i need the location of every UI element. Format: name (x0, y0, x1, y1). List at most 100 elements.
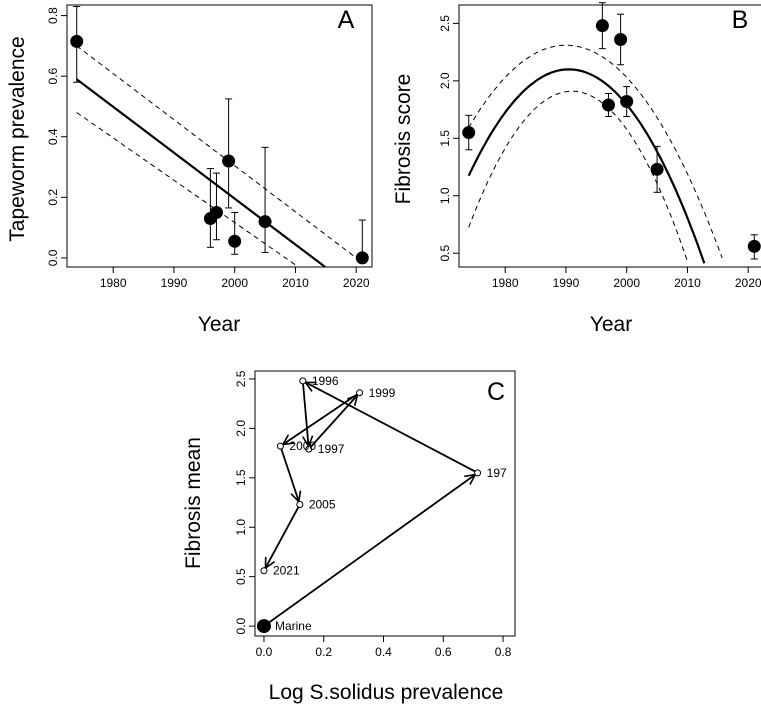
panel-b-x-tick-label: 2020 (735, 276, 761, 290)
panel-a-lines (76, 45, 363, 268)
panel-b: B 1980 1990 2000 2010 2020 0.5 1.0 1.5 2.0 2.5 Y… (392, 2, 761, 336)
panel-b-points (462, 2, 761, 260)
panel-c-marine-point (256, 619, 271, 634)
panel-c-y-ticks: 0.0 0.5 1.0 1.5 2.0 2.5 (234, 370, 255, 634)
panel-c-x-tick-label: 0.6 (435, 645, 452, 659)
panel-c-x-tick-label: 0.2 (315, 645, 332, 659)
panel-c-point-label: 2021 (273, 564, 300, 578)
panel-b-data-point (650, 162, 664, 176)
panel-c-year-point (299, 377, 307, 385)
panel-c-y-tick-label: 1.5 (234, 469, 248, 486)
panel-c-year-point (296, 500, 304, 508)
panel-b-fit-line (467, 68, 706, 264)
panel-c-y-tick-label: 2.5 (234, 370, 248, 387)
panel-c-year-point (276, 442, 284, 450)
panel-a-data-point (222, 154, 236, 168)
panel-c-arrow (268, 475, 475, 624)
panel-b-y-tick-label: 0.5 (438, 245, 452, 262)
panel-b-y-tick-label: 1.0 (438, 187, 452, 204)
panel-c-x-tick-label: 0.8 (495, 645, 512, 659)
panel-a-x-tick-label: 2010 (282, 276, 309, 290)
panel-a-y-title: Tapeworm prevalence (6, 36, 29, 241)
panel-a-y-tick-label: 0.0 (46, 249, 60, 266)
panel-a-points (70, 6, 369, 265)
panel-c-point-label: 1996 (312, 374, 339, 388)
panel-b-x-title: Year (590, 313, 632, 336)
panel-b-data-point (462, 126, 476, 140)
panel-c-year-point (356, 389, 364, 397)
panel-c-y-tick-label: 0.5 (234, 568, 248, 585)
panel-b-data-point (595, 19, 609, 33)
panel-b-y-ticks: 0.5 1.0 1.5 2.0 2.5 (438, 15, 459, 262)
panel-a-frame (66, 4, 373, 268)
panel-c-point-label: 1999 (369, 386, 396, 400)
panel-b-y-tick-label: 2.0 (438, 72, 452, 89)
panel-c-y-tick-label: 0.0 (234, 617, 248, 634)
panel-c-arrows (265, 382, 476, 624)
panel-b-data-point (620, 95, 634, 109)
panel-c-arrow (305, 382, 476, 473)
panel-c-point-label: 2005 (309, 497, 336, 511)
panel-c-y-title: Fibrosis mean (182, 437, 205, 569)
panel-a-y-ticks: 0.0 0.2 0.4 0.6 0.8 (46, 7, 67, 266)
panel-c-point-label: 197 (487, 466, 507, 480)
panel-b-frame (458, 4, 761, 268)
panel-c-point-label: 2000 (289, 439, 316, 453)
panel-c-year-point (260, 567, 268, 575)
panel-c-x-title: Log S.solidus prevalence (269, 681, 504, 704)
panel-a-y-tick-label: 0.2 (46, 189, 60, 206)
panel-b-y-tick-label: 1.5 (438, 130, 452, 147)
panel-c-points (256, 377, 482, 634)
panel-c-arrow (283, 393, 358, 444)
panel-b-data-point (614, 32, 628, 46)
panel-c-year-point (305, 445, 313, 453)
panel-a-fit-line (76, 78, 326, 268)
panel-b-lines (467, 44, 723, 264)
panel-b-x-tick-label: 2000 (613, 276, 640, 290)
panel-c-year-point (474, 469, 482, 477)
panel-b-y-title: Fibrosis score (392, 74, 415, 205)
panel-a-y-tick-label: 0.4 (46, 128, 60, 145)
panel-a-x-tick-label: 1990 (161, 276, 188, 290)
panel-a-x-ticks: 1980 1990 2000 2010 2020 (100, 267, 370, 290)
panel-c-arrow (265, 506, 300, 568)
panel-b-x-tick-label: 1990 (553, 276, 580, 290)
panel-c-point-label: Marine (275, 619, 312, 633)
panel-c-point-label: 1997 (318, 442, 345, 456)
panel-a: A 1980 1990 2000 2010 2020 0.0 0.2 0.4 0.6 0.8 Y… (6, 4, 373, 336)
panel-a-data-point (228, 234, 242, 248)
panel-a-y-tick-label: 0.8 (46, 7, 60, 24)
panel-c-y-tick-label: 2.0 (234, 420, 248, 437)
panel-b-x-ticks: 1980 1990 2000 2010 2020 (492, 267, 761, 290)
panel-c-arrow (310, 395, 358, 448)
panel-b-ci-lower-line (468, 90, 688, 262)
panel-a-data-point (70, 34, 84, 48)
panel-b-x-tick-label: 2010 (674, 276, 701, 290)
panel-b-y-tick-label: 2.5 (438, 15, 452, 32)
panel-b-data-point (747, 239, 761, 253)
panel-c-letter: C (487, 378, 505, 406)
panel-c-frame (254, 370, 516, 637)
panel-a-x-tick-label: 1980 (100, 276, 127, 290)
panel-c-y-tick-label: 1.0 (234, 519, 248, 536)
panel-b-data-point (601, 98, 615, 112)
panel-a-data-point (355, 251, 369, 265)
panel-a-data-point (209, 205, 223, 219)
panel-c-x-ticks: 0.0 0.2 0.4 0.6 0.8 (256, 636, 512, 659)
panel-a-x-tick-label: 2020 (343, 276, 370, 290)
panel-a-y-tick-label: 0.6 (46, 68, 60, 85)
panel-b-letter: B (732, 6, 749, 34)
panel-c-arrow (303, 383, 308, 446)
panel-a-x-tick-label: 2000 (221, 276, 248, 290)
panel-c-point-labels: Marine 197 1996 1997 1999 2000 2005 2021 (273, 374, 507, 633)
panel-b-ci-upper-line (468, 44, 723, 259)
panel-a-ci-lower-line (76, 112, 299, 268)
panel-c-x-tick-label: 0.4 (375, 645, 392, 659)
panel-b-x-tick-label: 1980 (492, 276, 519, 290)
panel-a-x-title: Year (198, 313, 240, 336)
panel-c: C 0.0 0.2 0.4 0.6 0.8 0.0 0.5 1.0 1.5 2.0 2.5 Mar… (182, 370, 516, 704)
panel-c-x-tick-label: 0.0 (256, 645, 273, 659)
panel-a-letter: A (338, 6, 355, 34)
panel-a-ci-upper-line (76, 45, 363, 263)
